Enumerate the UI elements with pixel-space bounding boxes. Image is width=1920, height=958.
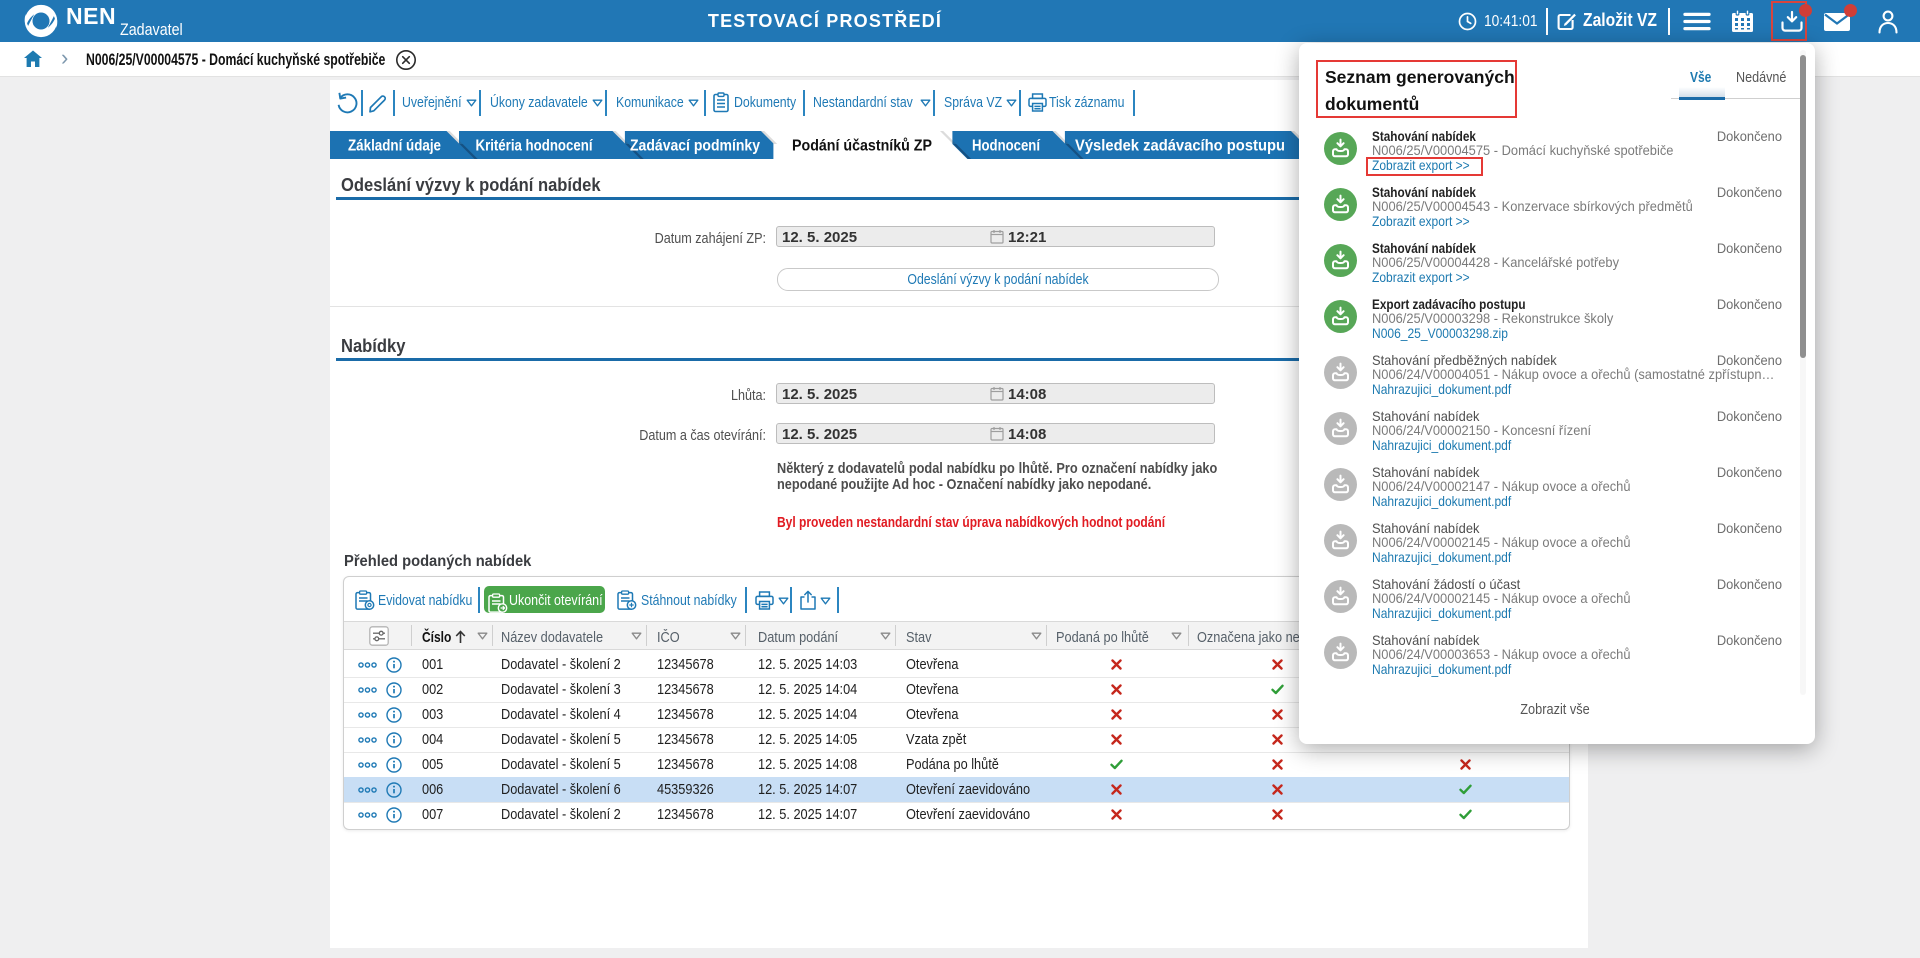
- svg-text:Výsledek zadávacího postupu: Výsledek zadávacího postupu: [1075, 138, 1285, 155]
- svg-text:Kritéria hodnocení: Kritéria hodnocení: [476, 138, 594, 155]
- svg-text:Hodnocení: Hodnocení: [972, 138, 1041, 155]
- svg-text:Zadávací podmínky: Zadávací podmínky: [630, 138, 760, 155]
- svg-text:Základní údaje: Základní údaje: [348, 138, 441, 155]
- svg-text:Podání účastníků ZP: Podání účastníků ZP: [792, 138, 932, 155]
